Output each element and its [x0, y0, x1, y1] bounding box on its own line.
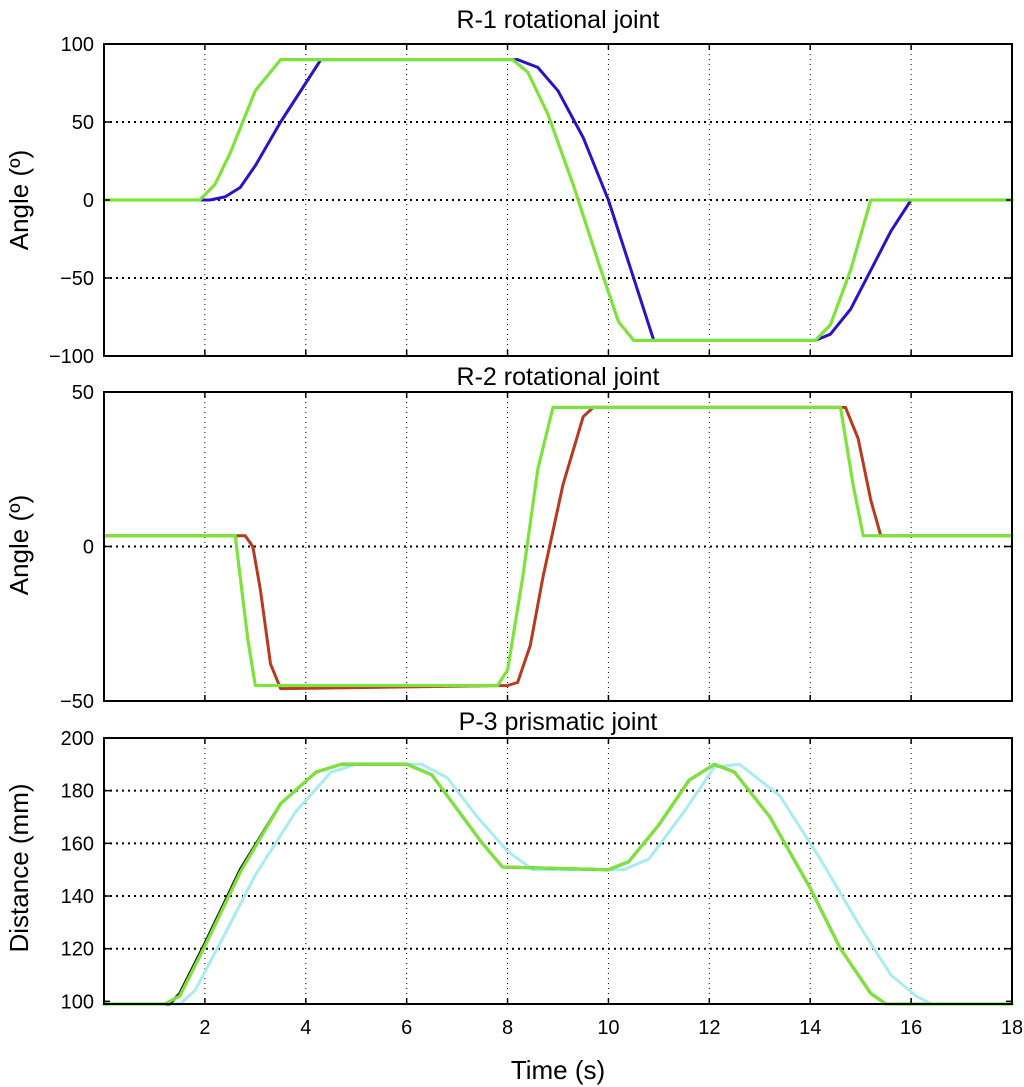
x-tick-label: 18 [1001, 1017, 1023, 1039]
x-tick-label: 12 [698, 1017, 720, 1039]
x-tick-label: 6 [401, 1017, 412, 1039]
y-tick-label: 180 [61, 781, 94, 803]
chart-title: R-1 rotational joint [457, 6, 660, 34]
series-line-delayed [102, 762, 1014, 1006]
series-line-measured [102, 58, 1014, 342]
series-line-reference [102, 762, 1014, 1006]
series-line-reference [102, 57, 1014, 342]
panel-r1-rotational-joint: 100 50 0 −50 −100 R-1 rotational joint Angle (… [4, 6, 1014, 368]
x-axis-label: Time (s) [511, 1055, 605, 1085]
x-tick-label: 4 [300, 1017, 311, 1039]
y-tick-label: 50 [72, 112, 94, 134]
x-tick-label: 14 [799, 1017, 821, 1039]
y-tick-label: 100 [61, 991, 94, 1013]
y-tick-label: −100 [49, 346, 94, 368]
y-tick-label: 100 [61, 34, 94, 56]
chart-title: P-3 prismatic joint [459, 708, 658, 736]
y-axis-label: Angle (º) [4, 495, 34, 596]
panel-r2-rotational-joint: 50 0 −50 R-2 rotational joint Angle (º) [4, 363, 1014, 713]
y-tick-label: 160 [61, 833, 94, 855]
y-tick-label: 200 [61, 728, 94, 750]
x-tick-label: 2 [199, 1017, 210, 1039]
y-tick-label: 0 [83, 190, 94, 212]
y-tick-label: 0 [83, 537, 94, 559]
plot-frame [103, 391, 1013, 702]
plot-frame [103, 737, 1013, 1005]
y-tick-label: 50 [72, 382, 94, 404]
panel-p3-prismatic-joint: 200 180 160 140 120 100 2 4 6 8 10 12 14 16 18 P-3 pris… [4, 708, 1023, 1085]
y-tick-label: 140 [61, 886, 94, 908]
series-line-reference [102, 405, 1014, 688]
x-tick-label: 8 [502, 1017, 513, 1039]
y-tick-label: −50 [60, 691, 94, 713]
x-tick-label: 10 [597, 1017, 619, 1039]
chart-title: R-2 rotational joint [457, 363, 660, 391]
y-tick-label: −50 [60, 268, 94, 290]
y-axis-label: Angle (º) [4, 150, 34, 251]
y-tick-label: 120 [61, 939, 94, 961]
y-axis-label: Distance (mm) [4, 783, 34, 952]
x-tick-label: 16 [900, 1017, 922, 1039]
series-line-measured [102, 405, 1014, 691]
series-line-measured [102, 762, 1014, 1006]
